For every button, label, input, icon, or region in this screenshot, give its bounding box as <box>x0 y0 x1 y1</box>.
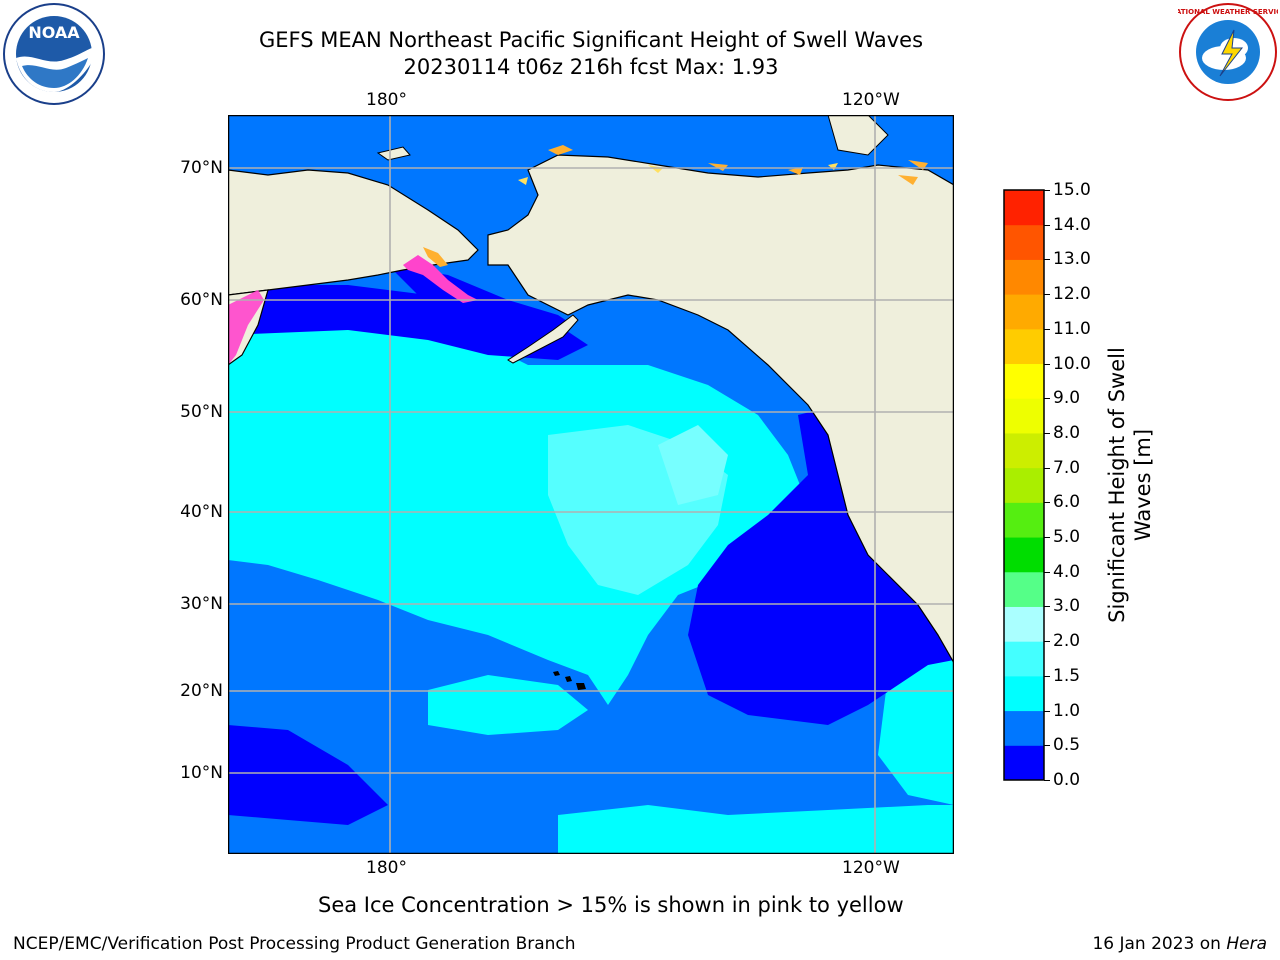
lat-label-20n: 20°N <box>180 681 223 701</box>
nws-logo-text: NATIONAL WEATHER SERVICE <box>1178 8 1278 16</box>
colorbar-tick-mark <box>1044 675 1050 677</box>
lat-label-60n: 60°N <box>180 290 223 310</box>
colorbar-segment <box>1004 432 1044 469</box>
lat-label-50n: 50°N <box>180 402 223 422</box>
colorbar-segment <box>1004 675 1044 712</box>
colorbar-tick-mark <box>1044 432 1050 434</box>
colorbar-segment <box>1004 606 1044 642</box>
lat-label-70n: 70°N <box>180 158 223 178</box>
colorbar-tick-mark <box>1044 294 1050 296</box>
colorbar-segment <box>1004 190 1044 226</box>
colorbar-tick-label: 3.0 <box>1053 596 1081 617</box>
colorbar-tick-label: 1.5 <box>1053 665 1081 686</box>
colorbar-tick-label: 0.5 <box>1053 735 1081 756</box>
lon-label-bottom-120w: 120°W <box>842 858 900 878</box>
colorbar-tick-label: 2.0 <box>1053 631 1081 652</box>
colorbar-segment <box>1004 641 1044 677</box>
hawaii-islands <box>553 671 586 690</box>
colorbar-segment <box>1004 467 1044 503</box>
map-frame <box>228 115 954 854</box>
colorbar-tick-mark <box>1044 745 1050 747</box>
colorbar-tick-label: 6.0 <box>1053 492 1081 513</box>
alaska-peninsula <box>507 314 579 364</box>
colorbar-segment <box>1004 745 1044 781</box>
footer-date-text: 16 Jan 2023 on <box>1092 934 1227 954</box>
colorbar-tick-label: 1.0 <box>1053 700 1081 721</box>
lat-label-30n: 30°N <box>180 594 223 614</box>
colorbar-tick-label: 15.0 <box>1053 180 1091 200</box>
colorbar-tick-mark <box>1044 363 1050 365</box>
colorbar-tick-label: 14.0 <box>1053 214 1091 235</box>
colorbar-tick-mark <box>1044 467 1050 469</box>
colorbar-tick-mark <box>1044 190 1050 191</box>
colorbar-tick-label: 11.0 <box>1053 318 1091 339</box>
colorbar-tick-mark <box>1044 780 1050 781</box>
colorbar-tick-label: 9.0 <box>1053 388 1081 409</box>
nws-logo: NATIONAL WEATHER SERVICE <box>1178 3 1278 101</box>
colorbar-tick-mark <box>1044 224 1050 226</box>
colorbar-tick-label: 5.0 <box>1053 527 1081 548</box>
swell-height-map <box>228 115 954 854</box>
sea-ice-caption: Sea Ice Concentration > 15% is shown in … <box>318 893 904 917</box>
noaa-logo-text: NOAA <box>28 23 80 42</box>
colorbar-segment <box>1004 294 1044 330</box>
footer-credit: NCEP/EMC/Verification Post Processing Pr… <box>13 934 576 954</box>
colorbar-segment <box>1004 502 1044 538</box>
colorbar-tick-mark <box>1044 328 1050 330</box>
chart-subtitle: 20230114 t06z 216h fcst Max: 1.93 <box>403 55 779 79</box>
chart-title: GEFS MEAN Northeast Pacific Significant … <box>258 28 924 52</box>
colorbar-tick-mark <box>1044 606 1050 608</box>
colorbar-segment <box>1004 259 1044 295</box>
noaa-logo: NOAA <box>3 3 105 105</box>
lat-label-40n: 40°N <box>180 502 223 522</box>
colorbar-tick-mark <box>1044 502 1050 504</box>
lon-label-bottom-180: 180° <box>366 858 407 878</box>
colorbar-segment <box>1004 363 1044 399</box>
colorbar-tick-label: 13.0 <box>1053 249 1091 270</box>
colorbar-tick-mark <box>1044 641 1050 643</box>
colorbar-segment <box>1004 224 1044 260</box>
colorbar-tick-mark <box>1044 398 1050 400</box>
colorbar-segment <box>1004 398 1044 434</box>
colorbar-tick-label: 7.0 <box>1053 457 1081 478</box>
colorbar-tick-mark <box>1044 571 1050 573</box>
colorbar-tick-label: 4.0 <box>1053 561 1081 582</box>
lon-label-top-180: 180° <box>366 90 407 110</box>
colorbar-segment <box>1004 571 1044 607</box>
colorbar-segment <box>1004 710 1044 746</box>
colorbar-tick-label: 12.0 <box>1053 284 1091 305</box>
colorbar-segment <box>1004 328 1044 365</box>
graticule <box>228 115 954 854</box>
colorbar-tick-mark <box>1044 537 1050 539</box>
colorbar-tick-mark <box>1044 259 1050 261</box>
colorbar <box>1003 189 1045 781</box>
footer-date: 16 Jan 2023 on Hera <box>1092 934 1267 954</box>
footer-host: Hera <box>1226 934 1267 954</box>
lon-label-top-120w: 120°W <box>842 90 900 110</box>
lat-label-10n: 10°N <box>180 763 223 783</box>
colorbar-tick-mark <box>1044 710 1050 712</box>
colorbar-tick-label: 10.0 <box>1053 353 1091 374</box>
colorbar-tick-label: 8.0 <box>1053 422 1081 443</box>
colorbar-title: Significant Height of Swell Waves [m] <box>1105 347 1155 623</box>
colorbar-segment <box>1004 537 1044 573</box>
sea-ice-fringe <box>403 255 478 303</box>
cyan-swell-region <box>228 310 808 705</box>
colorbar-tick-label: 0.0 <box>1053 770 1081 790</box>
island <box>376 146 411 161</box>
